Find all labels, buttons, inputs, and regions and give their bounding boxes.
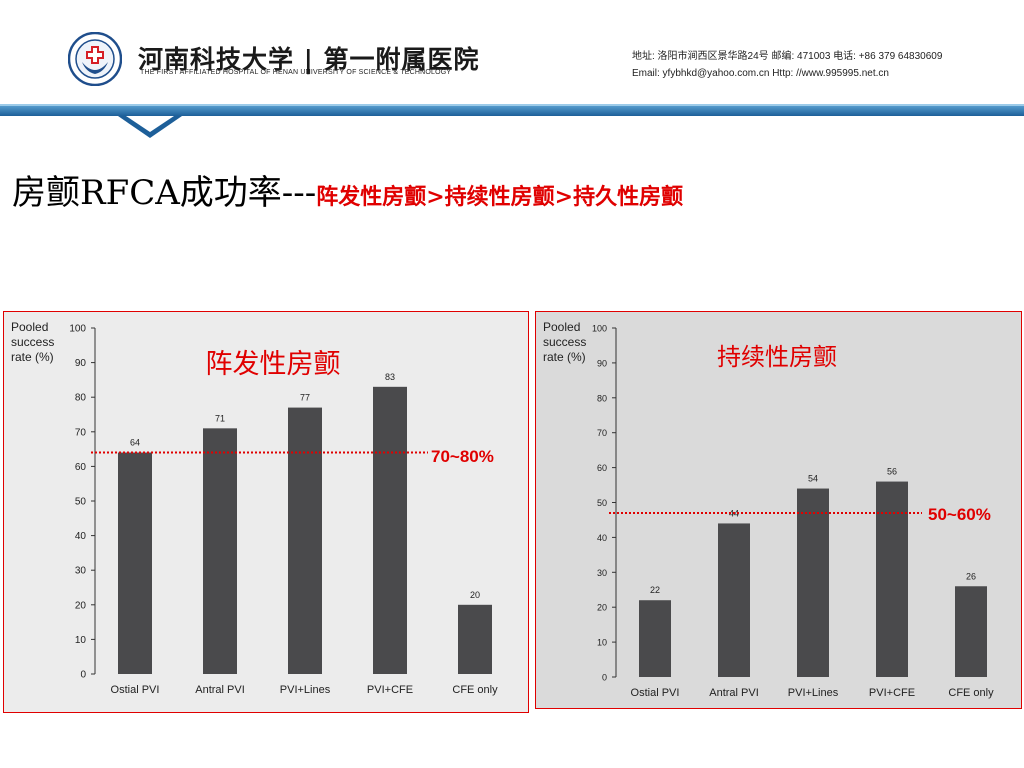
bar-value-label: 83 <box>385 372 395 382</box>
bar <box>718 523 750 677</box>
contact-address-line: 地址: 洛阳市涧西区景华路24号 邮编: 471003 电话: +86 379 … <box>632 51 943 62</box>
y-tick-label: 60 <box>597 463 607 473</box>
y-tick-label: 50 <box>597 498 607 508</box>
y-tick-label: 0 <box>602 673 607 683</box>
bar <box>288 407 322 674</box>
x-category-label: PVI+CFE <box>367 684 413 696</box>
y-tick-label: 70 <box>597 428 607 438</box>
y-tick-label: 20 <box>597 603 607 613</box>
y-tick-label: 30 <box>75 566 87 577</box>
y-tick-label: 20 <box>75 600 87 611</box>
y-tick-label: 90 <box>597 358 607 368</box>
bar <box>955 586 987 677</box>
hospital-name-cn: 河南科技大学 | 第一附属医院 <box>138 45 480 74</box>
bar <box>639 600 671 677</box>
hospital-seal-logo <box>68 32 122 86</box>
y-tick-label: 100 <box>69 324 86 335</box>
x-category-label: PVI+CFE <box>869 687 915 699</box>
slide-title-sub: 阵发性房颤>持续性房颤>持久性房颤 <box>316 184 684 210</box>
bar <box>203 428 237 674</box>
slide-title: 房颤RFCA成功率---阵发性房颤>持续性房颤>持久性房颤 <box>12 165 683 214</box>
chart-panel-left: Pooled success rate (%) 0 10 20 30 40 50 60 70 80 90… <box>3 311 529 713</box>
contact-info: 地址: 洛阳市涧西区景华路24号 邮编: 471003 电话: +86 379 … <box>632 48 942 82</box>
x-category-label: PVI+Lines <box>788 687 839 699</box>
y-tick-label: 10 <box>597 638 607 648</box>
y-tick-label: 50 <box>75 497 87 508</box>
y-axis-label: Pooled success rate (%) <box>543 320 586 364</box>
bar-value-label: 20 <box>470 590 480 600</box>
y-tick-label: 80 <box>75 393 87 404</box>
x-category-label: Antral PVI <box>195 684 245 696</box>
y-tick-label: 10 <box>75 635 87 646</box>
x-category-label: PVI+Lines <box>280 684 331 696</box>
chart-title: 持续性房颤 <box>717 343 837 371</box>
reference-line-label: 70~80% <box>431 447 494 466</box>
chart-background <box>3 311 529 713</box>
x-category-label: CFE only <box>948 687 994 699</box>
y-tick-label: 30 <box>597 568 607 578</box>
x-category-label: Antral PVI <box>709 687 759 699</box>
hospital-name-en: THE FIRST AFFILIATED HOSPITAL OF HENAN U… <box>140 69 452 76</box>
chart-paroxysmal-af: Pooled success rate (%) 0 10 20 30 40 50 60 70 80 90… <box>3 311 529 713</box>
y-tick-label: 40 <box>597 533 607 543</box>
bar-value-label: 71 <box>215 413 225 423</box>
bar-value-label: 56 <box>887 467 897 477</box>
chart-title: 阵发性房颤 <box>206 349 341 380</box>
bar-value-label: 64 <box>130 438 140 448</box>
y-tick-label: 60 <box>75 462 87 473</box>
y-tick-label: 90 <box>75 358 87 369</box>
y-tick-label: 80 <box>597 393 607 403</box>
bar-value-label: 22 <box>650 585 660 595</box>
bar <box>118 452 152 674</box>
bar <box>797 488 829 677</box>
y-tick-label: 40 <box>75 531 87 542</box>
y-tick-label: 70 <box>75 427 87 438</box>
bar-value-label: 26 <box>966 571 976 581</box>
x-category-label: Ostial PVI <box>631 687 680 699</box>
bar-value-label: 77 <box>300 393 310 403</box>
x-category-label: Ostial PVI <box>111 684 160 696</box>
x-category-label: CFE only <box>452 684 498 696</box>
slide-title-main: 房颤RFCA成功率--- <box>12 173 317 213</box>
bar-value-label: 54 <box>808 474 818 484</box>
chart-panel-right: Pooled success rate (%) 0 10 20 30 40 50 60 70 80 90… <box>535 311 1022 709</box>
bar <box>458 604 492 674</box>
reference-line-label: 50~60% <box>928 505 991 524</box>
contact-web-line: Email: yfybhkd@yahoo.com.cn Http: //www.… <box>632 68 889 79</box>
slide-header: 河南科技大学 | 第一附属医院 THE FIRST AFFILIATED HOS… <box>0 0 1024 140</box>
bar <box>373 386 407 674</box>
y-axis-label: Pooled success rate (%) <box>11 320 54 364</box>
header-band <box>0 104 1024 138</box>
y-tick-label: 0 <box>80 670 86 681</box>
bar <box>876 481 908 677</box>
y-tick-label: 100 <box>592 324 607 334</box>
chart-persistent-af: Pooled success rate (%) 0 10 20 30 40 50 60 70 80 90… <box>535 311 1022 709</box>
